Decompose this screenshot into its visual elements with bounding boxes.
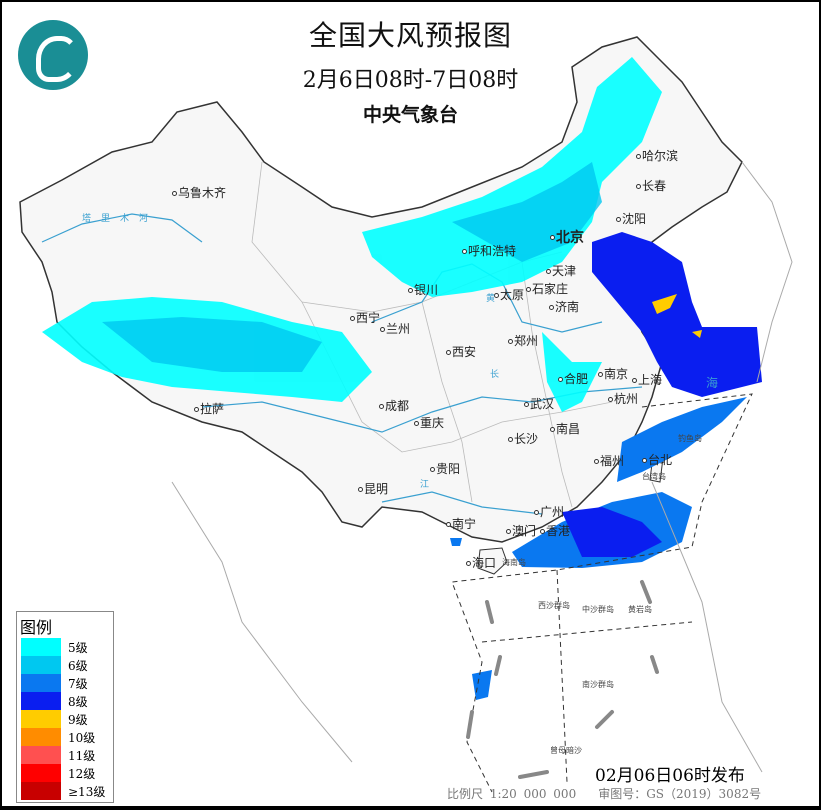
city-label: 上海 <box>631 373 663 387</box>
river-label: 黄 <box>486 294 496 304</box>
legend-swatch <box>21 764 61 782</box>
city-label: 台北 <box>641 453 673 467</box>
legend-swatch <box>21 710 61 728</box>
sea-label: 海 <box>706 376 719 390</box>
wind-level-8-area <box>562 232 762 557</box>
legend-item: 12级 <box>17 764 113 782</box>
wind-level-9-area <box>652 294 702 338</box>
legend-item: 9级 <box>17 710 113 728</box>
city-label: 香港 <box>539 524 571 538</box>
city-label: 武汉 <box>523 397 555 411</box>
legend-swatch <box>21 746 61 764</box>
river-label: 塔里木河 <box>82 214 159 224</box>
legend-swatch <box>21 692 61 710</box>
city-label: 哈尔滨 <box>635 149 679 163</box>
place-label: 台湾岛 <box>642 472 666 481</box>
neighbor-coastlines <box>171 161 793 773</box>
legend-label: 5级 <box>68 640 88 655</box>
legend-item: 8级 <box>17 692 113 710</box>
place-label: 海南岛 <box>502 558 526 567</box>
place-label: 钓鱼岛 <box>678 434 702 443</box>
issuer: 中央气象台 <box>362 104 458 126</box>
city-label: 长沙 <box>507 432 539 446</box>
city-label: 昆明 <box>357 482 389 496</box>
place-label: 西沙群岛 <box>538 601 570 610</box>
city-label: 拉萨 <box>193 402 225 416</box>
forecast-period: 2月6日08时-7日08时 <box>302 68 519 93</box>
city-label: 南昌 <box>549 422 581 436</box>
city-label: 长春 <box>635 179 667 193</box>
city-label: 天津 <box>545 264 577 278</box>
river-label: 江 <box>420 480 430 490</box>
river-label: 长 <box>490 370 500 380</box>
city-label: 南宁 <box>445 517 477 531</box>
city-label: 澳门 <box>505 524 537 538</box>
city-label: 北京 <box>550 230 584 246</box>
city-label: 乌鲁木齐 <box>171 186 227 200</box>
legend-swatch <box>21 782 61 800</box>
city-label: 重庆 <box>413 416 445 430</box>
city-label: 西宁 <box>349 311 381 325</box>
city-label: 兰州 <box>379 322 411 336</box>
city-label: 南京 <box>597 367 629 381</box>
issue-time: 02月06日06时发布 <box>595 766 745 786</box>
city-label: 石家庄 <box>525 282 569 296</box>
city-label: 海口 <box>465 556 497 570</box>
legend-item: 11级 <box>17 746 113 764</box>
city-label: 呼和浩特 <box>461 244 517 258</box>
city-label: 合肥 <box>557 372 589 386</box>
legend-label: 9级 <box>68 712 88 727</box>
legend-item: 10级 <box>17 728 113 746</box>
legend-item: 7级 <box>17 674 113 692</box>
city-label: 贵阳 <box>429 462 461 476</box>
map-approval-number: 审图号：GS（2019）3082号 <box>598 787 762 801</box>
legend-swatch <box>21 674 61 692</box>
legend-item: 5级 <box>17 638 113 656</box>
city-label: 杭州 <box>607 392 639 406</box>
city-label: 济南 <box>548 300 580 314</box>
nine-dash-line <box>466 580 659 779</box>
place-label: 曾母暗沙 <box>550 746 582 755</box>
legend-swatch <box>21 656 61 674</box>
map-footer: 比例尺 1:20 000 000 审图号：GS（2019）3082号 <box>447 785 783 802</box>
city-label: 郑州 <box>507 334 539 348</box>
legend: 图例 5级 6级 7级 8级 9级 10级 11级 12级 ≥13级 <box>16 611 114 803</box>
legend-label: 12级 <box>68 766 96 781</box>
legend-title: 图例 <box>20 618 53 637</box>
city-label: 西安 <box>445 345 477 359</box>
legend-swatch <box>21 728 61 746</box>
city-label: 太原 <box>493 288 525 302</box>
city-label: 成都 <box>378 399 410 413</box>
place-label: 中沙群岛 <box>582 605 614 614</box>
wind-level-6-area <box>102 162 602 372</box>
city-label: 福州 <box>593 454 625 468</box>
place-label: 黄岩岛 <box>628 605 652 614</box>
legend-label: 10级 <box>68 730 96 745</box>
legend-label: ≥13级 <box>68 784 106 799</box>
map-scale: 比例尺 1:20 000 000 <box>447 787 577 801</box>
city-label: 银川 <box>407 283 439 297</box>
legend-label: 7级 <box>68 676 88 691</box>
legend-swatch <box>21 638 61 656</box>
city-label: 沈阳 <box>615 212 647 226</box>
place-label: 南沙群岛 <box>582 680 614 689</box>
legend-label: 6级 <box>68 658 88 673</box>
city-label: 广州 <box>533 505 565 519</box>
map-title: 全国大风预报图 <box>308 19 512 52</box>
legend-item: 6级 <box>17 656 113 674</box>
cma-logo <box>18 20 88 90</box>
legend-label: 11级 <box>68 748 96 763</box>
legend-item: ≥13级 <box>17 782 113 800</box>
legend-label: 8级 <box>68 694 88 709</box>
